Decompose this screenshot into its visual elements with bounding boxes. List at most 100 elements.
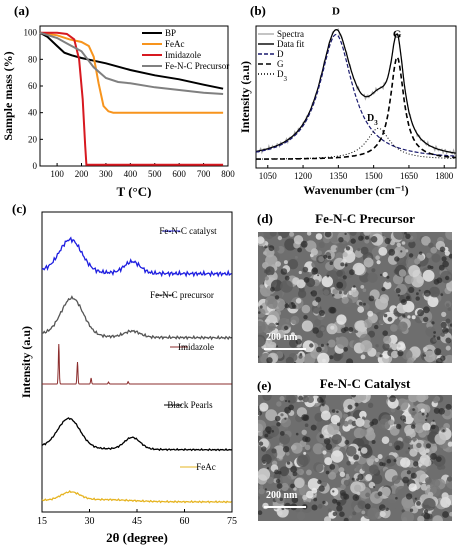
sem-particle — [404, 275, 414, 285]
sem-pore — [347, 404, 353, 410]
legend-label-a: BP — [165, 28, 176, 38]
sem-pore — [435, 456, 442, 462]
sem-pore — [326, 343, 329, 346]
sem-particle — [383, 281, 392, 290]
sem-particle — [330, 245, 338, 253]
sem-particle — [420, 483, 428, 491]
sem-particle — [422, 498, 436, 511]
sem-pore — [297, 247, 302, 253]
x-tick-label-c: 60 — [180, 516, 190, 527]
sem-pore — [433, 331, 436, 334]
sem-particle — [342, 251, 348, 258]
sem-pore — [275, 322, 278, 326]
sem-pore — [374, 324, 379, 330]
sem-particle — [338, 467, 345, 473]
sem-pore — [282, 446, 290, 453]
sem-particle — [301, 320, 313, 332]
sem-pore — [311, 504, 318, 511]
sem-pore — [445, 337, 452, 344]
sem-particle — [258, 308, 266, 318]
x-tick-label-c: 45 — [132, 516, 142, 527]
sem-pore — [371, 440, 376, 444]
sem-pore — [365, 235, 369, 240]
legend-label-a: FeAc — [165, 39, 185, 49]
sem-pore — [368, 295, 375, 302]
sem-particle — [336, 314, 347, 325]
sem-particle — [443, 354, 452, 363]
sem-pore — [352, 494, 360, 501]
sem-pore — [440, 355, 446, 361]
sem-pore — [279, 431, 285, 436]
sem-pore — [315, 296, 322, 303]
sem-pore — [343, 326, 349, 332]
sem-particle — [371, 473, 383, 485]
sem-particle — [332, 288, 339, 295]
sem-pore — [442, 511, 449, 518]
sem-pore — [284, 417, 287, 420]
sem-particle — [310, 248, 318, 256]
sem-particle — [441, 311, 447, 317]
sem-particle — [440, 332, 445, 337]
sem-pore — [417, 309, 425, 317]
sem-pore — [440, 321, 447, 328]
x-tick-label-c: 15 — [37, 516, 47, 527]
sem-pore — [325, 443, 333, 451]
sem-particle — [290, 315, 300, 325]
sem-pore — [329, 355, 334, 360]
sem-particle — [411, 315, 416, 320]
sem-particle — [343, 509, 354, 520]
sem-pore — [274, 295, 280, 300]
sem-pore — [336, 410, 339, 414]
sem-particle — [318, 289, 324, 295]
sem-pore — [258, 441, 264, 446]
sem-particle — [341, 296, 349, 304]
sem-pore — [408, 253, 414, 258]
sem-pore — [345, 246, 351, 251]
sem-particle — [289, 232, 295, 237]
series-d-b — [255, 33, 457, 157]
sem-particle — [289, 338, 298, 348]
sem-particle — [340, 484, 346, 490]
panel-label-c: (c) — [12, 201, 27, 216]
sem-pore — [258, 311, 261, 314]
sem-pore — [356, 478, 359, 482]
sem-pore — [433, 407, 440, 414]
sem-pore — [424, 509, 429, 514]
sem-particle — [301, 429, 307, 435]
sem-pore — [445, 275, 450, 281]
sem-particle — [405, 450, 409, 454]
y-tick-label-a: 60 — [28, 81, 38, 91]
sem-particle — [265, 266, 275, 276]
sem-pore — [312, 327, 319, 334]
sem-pore — [327, 255, 332, 260]
sem-particle — [414, 423, 425, 434]
sem-particle — [381, 436, 390, 444]
x-tick-label-a: 300 — [99, 169, 113, 179]
sem-pore — [286, 461, 291, 465]
sem-particle — [421, 236, 431, 246]
sem-particle — [379, 511, 386, 518]
sem-particle — [285, 356, 294, 363]
sem-particle — [320, 410, 331, 421]
sem-particle — [298, 354, 303, 359]
sem-particle — [301, 304, 311, 314]
sem-pore — [423, 289, 431, 297]
sem-pore — [440, 293, 444, 296]
sem-pore — [351, 477, 355, 481]
sem-pore — [434, 348, 442, 356]
sem-pore — [402, 314, 406, 318]
sem-particle — [279, 396, 285, 401]
sem-particle — [365, 492, 370, 498]
sem-pore — [384, 237, 391, 245]
sem-particle — [409, 448, 418, 457]
sem-pore — [332, 490, 335, 493]
sem-pore — [316, 346, 322, 353]
sem-particle — [258, 334, 266, 347]
x-tick-label-c: 30 — [85, 516, 95, 527]
sem-pore — [274, 415, 281, 422]
series-line-c — [41, 417, 232, 452]
sem-particle — [408, 265, 421, 277]
y-tick-label-a: 100 — [24, 28, 38, 38]
sem-particle — [327, 339, 336, 348]
sem-pore — [397, 294, 401, 297]
